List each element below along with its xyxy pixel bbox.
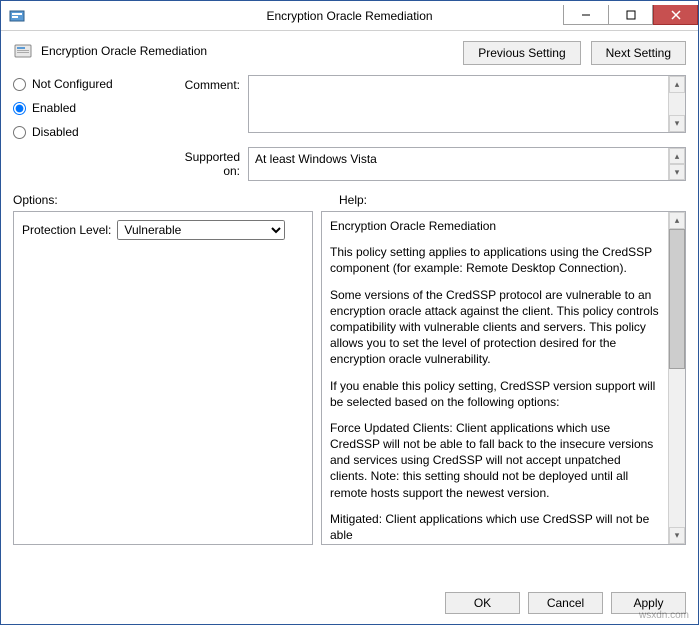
radio-not-configured-label: Not Configured (32, 77, 113, 91)
window-title: Encryption Oracle Remediation (266, 9, 432, 23)
policy-icon (13, 41, 33, 61)
window-controls (563, 6, 698, 25)
scroll-down-icon[interactable]: ▾ (669, 164, 685, 180)
protection-level-label: Protection Level: (22, 223, 111, 237)
scroll-up-icon[interactable]: ▴ (669, 148, 685, 164)
radio-disabled-label: Disabled (32, 125, 79, 139)
help-title: Encryption Oracle Remediation (330, 218, 661, 234)
options-panel: Protection Level: Vulnerable (13, 211, 313, 545)
help-text: Mitigated: Client applications which use… (330, 511, 661, 543)
next-setting-button[interactable]: Next Setting (591, 41, 686, 65)
section-labels: Options: Help: (13, 193, 686, 207)
supported-label: Supported on: (168, 147, 248, 178)
radio-not-configured-input[interactable] (13, 78, 26, 91)
header-row: Encryption Oracle Remediation Previous S… (13, 41, 686, 65)
options-section-label: Options: (13, 193, 339, 207)
supported-scrollbar[interactable]: ▴ ▾ (668, 148, 685, 180)
close-button[interactable] (653, 5, 698, 25)
help-text: Force Updated Clients: Client applicatio… (330, 420, 661, 501)
scroll-up-icon[interactable]: ▴ (669, 212, 685, 229)
help-text: If you enable this policy setting, CredS… (330, 378, 661, 410)
help-text: Some versions of the CredSSP protocol ar… (330, 287, 661, 368)
help-section-label: Help: (339, 193, 686, 207)
ok-button[interactable]: OK (445, 592, 520, 614)
comment-scrollbar[interactable]: ▴ ▾ (668, 76, 685, 132)
scroll-track[interactable] (669, 229, 685, 527)
protection-level-select[interactable]: Vulnerable (117, 220, 285, 240)
supported-input: At least Windows Vista ▴ ▾ (248, 147, 686, 181)
help-panel: Encryption Oracle Remediation This polic… (321, 211, 686, 545)
radio-not-configured[interactable]: Not Configured (13, 77, 168, 91)
previous-setting-button[interactable]: Previous Setting (463, 41, 580, 65)
minimize-button[interactable] (563, 5, 608, 25)
radio-enabled[interactable]: Enabled (13, 101, 168, 115)
apply-button[interactable]: Apply (611, 592, 686, 614)
radio-disabled[interactable]: Disabled (13, 125, 168, 139)
scroll-down-icon[interactable]: ▾ (669, 527, 685, 544)
app-icon (9, 8, 25, 24)
comment-input[interactable]: ▴ ▾ (248, 75, 686, 133)
titlebar: Encryption Oracle Remediation (1, 1, 698, 31)
scroll-down-icon[interactable]: ▾ (669, 115, 685, 132)
radio-enabled-label: Enabled (32, 101, 76, 115)
maximize-button[interactable] (608, 5, 653, 25)
comment-label: Comment: (168, 75, 248, 92)
help-scrollbar[interactable]: ▴ ▾ (668, 212, 685, 544)
scroll-up-icon[interactable]: ▴ (669, 76, 685, 93)
config-area: Not Configured Enabled Disabled Comment:… (13, 75, 686, 181)
dialog-footer: OK Cancel Apply (13, 588, 686, 614)
scroll-thumb[interactable] (669, 229, 685, 369)
supported-value: At least Windows Vista (249, 148, 685, 170)
radio-enabled-input[interactable] (13, 102, 26, 115)
policy-title: Encryption Oracle Remediation (41, 41, 207, 58)
cancel-button[interactable]: Cancel (528, 592, 603, 614)
radio-disabled-input[interactable] (13, 126, 26, 139)
help-text: This policy setting applies to applicati… (330, 244, 661, 276)
